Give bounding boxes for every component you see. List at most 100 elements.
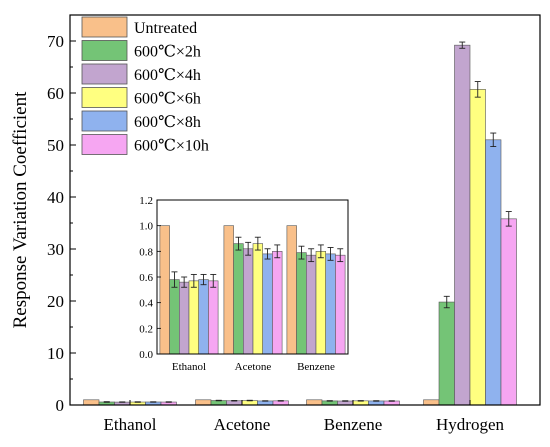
legend-swatch-0	[81, 16, 128, 38]
y-tick-label: 40	[47, 188, 64, 207]
error-bar-acetone-3	[246, 399, 253, 402]
legend-label-0: Untreated	[134, 20, 197, 37]
main-x-axis: Ethanol Acetone Benzene Hydrogen	[104, 400, 504, 434]
bar-hydrogen-0	[423, 399, 440, 406]
bar-ethanol-0	[83, 399, 100, 406]
bar-inset-acetone-0	[223, 225, 234, 355]
inset-x-tick-label-benzene: Benzene	[297, 361, 335, 373]
bar-inset-benzene-5	[335, 254, 346, 355]
bar-hydrogen-4	[485, 139, 502, 406]
error-bar-acetone-1	[215, 399, 222, 402]
error-bar-inset-acetone-5	[274, 244, 281, 259]
error-bar-acetone-2	[231, 400, 238, 402]
error-bar-inset-ethanol-4	[200, 273, 207, 286]
error-bar-inset-acetone-2	[245, 241, 252, 256]
y-tick-label: 0	[56, 396, 65, 415]
error-bar-inset-ethanol-5	[210, 273, 217, 288]
error-bar-hydrogen-4	[490, 132, 497, 148]
bar-hydrogen-5	[500, 218, 517, 406]
bar-inset-acetone-5	[272, 251, 283, 355]
main-plot-frame	[69, 14, 541, 406]
bar-inset-ethanol-5	[208, 280, 219, 355]
error-bar-inset-benzene-1	[298, 245, 305, 260]
y-tick-label: 10	[47, 344, 64, 363]
legend: Untreated 600℃×2h 600℃×4h 600℃×6h 600℃×8h 600…	[81, 16, 209, 155]
error-bar-inset-benzene-5	[337, 248, 344, 263]
legend-swatch-4	[81, 110, 128, 132]
legend-label-4: 600℃×8h	[134, 114, 201, 131]
bar-inset-acetone-4	[262, 253, 273, 355]
main-y-axis: 0 10 20 30 40 50 60 70	[47, 32, 76, 415]
bar-hydrogen-1	[438, 301, 455, 406]
bar-inset-benzene-2	[305, 254, 317, 355]
error-bar-ethanol-1	[103, 401, 110, 403]
bar-hydrogen-2	[454, 44, 471, 406]
error-bar-benzene-4	[373, 400, 380, 402]
error-bar-hydrogen-3	[474, 81, 481, 98]
inset-x-tick-label-ethanol: Ethanol	[172, 361, 206, 373]
error-bar-benzene-2	[342, 400, 349, 402]
legend-label-2: 600℃×4h	[134, 67, 201, 84]
bar-acetone-0	[195, 399, 212, 406]
bar-inset-ethanol-1	[169, 279, 180, 355]
inset-y-tick-label: 1.0	[139, 221, 153, 233]
error-bar-acetone-5	[277, 400, 284, 402]
legend-label-5: 600℃×10h	[134, 138, 209, 155]
error-bar-ethanol-3	[134, 401, 141, 403]
legend-label-1: 600℃×2h	[134, 44, 201, 61]
y-tick-label: 20	[47, 292, 64, 311]
legend-swatch-2	[81, 63, 128, 85]
inset-y-tick-label: 0.6	[139, 272, 153, 284]
error-bar-inset-ethanol-3	[190, 273, 197, 288]
bar-inset-acetone-2	[243, 248, 254, 355]
legend-swatch-3	[81, 87, 128, 108]
bar-benzene-0	[306, 399, 323, 406]
error-bar-ethanol-5	[165, 401, 172, 403]
inset-y-tick-label: 0.0	[139, 349, 153, 361]
x-tick-label-ethanol: Ethanol	[104, 415, 157, 434]
bar-inset-benzene-1	[296, 252, 307, 355]
error-bar-benzene-5	[388, 400, 395, 402]
error-bar-hydrogen-5	[505, 211, 512, 227]
inset-y-tick-label: 0.8	[139, 246, 153, 258]
bar-inset-ethanol-0	[159, 225, 170, 355]
bar-inset-ethanol-2	[179, 281, 190, 355]
y-tick-label: 50	[47, 136, 64, 155]
inset-y-tick-label: 0.4	[139, 298, 153, 310]
error-bar-inset-benzene-4	[327, 247, 334, 261]
bar-inset-acetone-3	[252, 243, 263, 355]
y-tick-label: 60	[47, 84, 64, 103]
x-tick-label-benzene: Benzene	[324, 415, 383, 434]
bar-inset-ethanol-4	[198, 279, 209, 355]
legend-swatch-1	[81, 40, 128, 61]
inset-y-tick-label: 1.2	[139, 195, 153, 207]
legend-label-3: 600℃×6h	[134, 91, 201, 108]
x-tick-label-hydrogen: Hydrogen	[436, 415, 504, 434]
bar-inset-acetone-1	[233, 243, 244, 355]
error-bar-inset-acetone-1	[235, 236, 242, 251]
bar-inset-benzene-3	[315, 251, 326, 355]
error-bar-benzene-3	[357, 400, 364, 402]
error-bar-benzene-1	[326, 400, 333, 402]
error-bar-inset-acetone-4	[264, 248, 271, 260]
error-bar-inset-benzene-2	[308, 248, 315, 263]
bar-hydrogen-3	[469, 89, 486, 406]
inset-chart: 0.0 0.2 0.4 0.6 0.8 1.0 1.2 Ethanol Acetone Benze…	[114, 190, 354, 385]
error-bar-hydrogen-2	[459, 41, 466, 49]
legend-swatch-5	[81, 134, 128, 155]
bar-inset-benzene-4	[325, 253, 336, 355]
bar-inset-benzene-0	[286, 225, 297, 355]
inset-y-tick-label: 0.2	[139, 323, 153, 335]
error-bar-inset-benzene-3	[317, 244, 324, 259]
main-plot-bars	[83, 41, 517, 406]
error-bar-inset-ethanol-2	[181, 276, 188, 288]
error-bar-inset-ethanol-1	[171, 271, 178, 288]
error-bar-inset-acetone-3	[254, 236, 261, 251]
x-tick-label-acetone: Acetone	[214, 415, 271, 434]
bar-inset-ethanol-3	[188, 280, 199, 355]
y-tick-label: 30	[47, 240, 64, 259]
error-bar-hydrogen-1	[443, 295, 450, 309]
y-axis-label: Response Variation Coefficient	[10, 91, 31, 328]
y-tick-label: 70	[47, 32, 64, 51]
